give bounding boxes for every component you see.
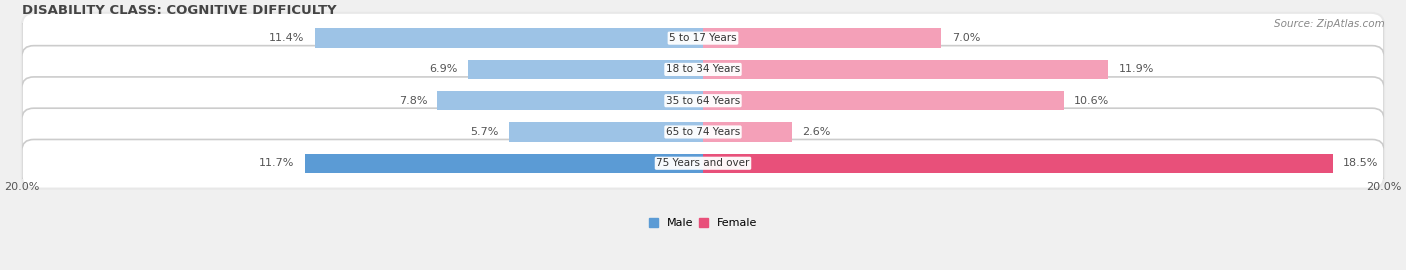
FancyBboxPatch shape bbox=[22, 13, 1384, 63]
Text: 6.9%: 6.9% bbox=[429, 65, 458, 75]
Text: 11.4%: 11.4% bbox=[269, 33, 305, 43]
FancyBboxPatch shape bbox=[22, 108, 1384, 156]
Text: 7.0%: 7.0% bbox=[952, 33, 980, 43]
Text: 35 to 64 Years: 35 to 64 Years bbox=[666, 96, 740, 106]
Text: 18.5%: 18.5% bbox=[1343, 158, 1379, 168]
Bar bbox=[509, 122, 703, 142]
Text: 18 to 34 Years: 18 to 34 Years bbox=[666, 65, 740, 75]
Legend: Male, Female: Male, Female bbox=[644, 214, 762, 233]
Text: DISABILITY CLASS: COGNITIVE DIFFICULTY: DISABILITY CLASS: COGNITIVE DIFFICULTY bbox=[22, 4, 336, 17]
FancyBboxPatch shape bbox=[22, 107, 1384, 157]
FancyBboxPatch shape bbox=[22, 44, 1384, 95]
Bar bbox=[703, 28, 942, 48]
FancyBboxPatch shape bbox=[22, 77, 1384, 124]
FancyBboxPatch shape bbox=[22, 75, 1384, 126]
FancyBboxPatch shape bbox=[22, 138, 1384, 188]
Bar bbox=[703, 154, 1333, 173]
FancyBboxPatch shape bbox=[22, 140, 1384, 187]
Text: 5.7%: 5.7% bbox=[470, 127, 499, 137]
Text: 5 to 17 Years: 5 to 17 Years bbox=[669, 33, 737, 43]
FancyBboxPatch shape bbox=[22, 46, 1384, 93]
Text: 7.8%: 7.8% bbox=[399, 96, 427, 106]
Text: 10.6%: 10.6% bbox=[1074, 96, 1109, 106]
Bar bbox=[703, 60, 1108, 79]
Bar bbox=[703, 122, 792, 142]
Bar bbox=[468, 60, 703, 79]
Text: 2.6%: 2.6% bbox=[801, 127, 830, 137]
Text: 11.7%: 11.7% bbox=[259, 158, 294, 168]
Bar bbox=[315, 28, 703, 48]
Bar bbox=[703, 91, 1064, 110]
Bar bbox=[437, 91, 703, 110]
FancyBboxPatch shape bbox=[22, 14, 1384, 62]
Text: 65 to 74 Years: 65 to 74 Years bbox=[666, 127, 740, 137]
Text: Source: ZipAtlas.com: Source: ZipAtlas.com bbox=[1274, 19, 1385, 29]
Text: 75 Years and over: 75 Years and over bbox=[657, 158, 749, 168]
Bar bbox=[305, 154, 703, 173]
Text: 11.9%: 11.9% bbox=[1119, 65, 1154, 75]
